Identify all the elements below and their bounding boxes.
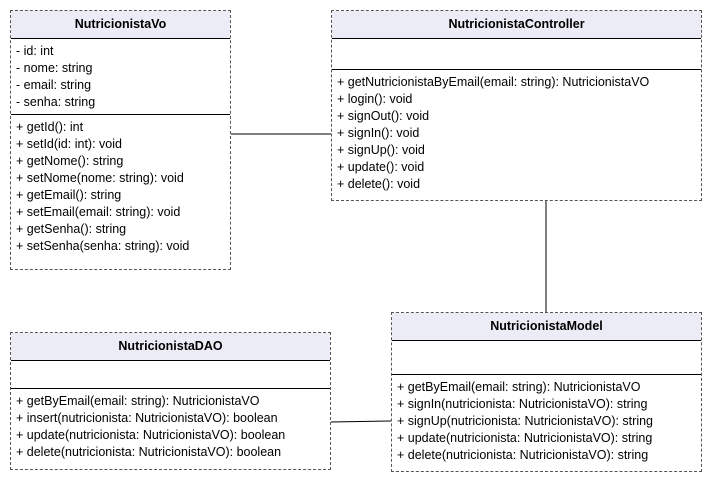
method-list: + getNutricionistaByEmail(email: string)…: [332, 70, 701, 196]
class-name: NutricionistaModel: [392, 313, 701, 341]
method-item: + getEmail(): string: [16, 188, 122, 202]
attribute-item: - id: int: [16, 44, 54, 58]
method-list: + getByEmail(email: string): Nutricionis…: [11, 389, 330, 464]
connector-dao-model: [330, 420, 392, 423]
class-nutricionista-dao[interactable]: NutricionistaDAO + getByEmail(email: str…: [10, 332, 331, 470]
method-item: + setSenha(senha: string): void: [16, 239, 190, 253]
attribute-list: [392, 341, 701, 375]
class-nutricionista-controller[interactable]: NutricionistaController + getNutricionis…: [331, 10, 702, 201]
method-item: + update(): void: [337, 160, 425, 174]
method-item: + getByEmail(email: string): Nutricionis…: [16, 394, 260, 408]
method-item: + getNutricionistaByEmail(email: string)…: [337, 75, 650, 89]
method-list: + getId(): int + setId(id: int): void + …: [11, 115, 230, 258]
attribute-list: [332, 39, 701, 70]
class-nutricionista-vo[interactable]: NutricionistaVo - id: int - nome: string…: [10, 10, 231, 270]
class-name: NutricionistaVo: [11, 11, 230, 39]
method-item: + update(nutricionista: NutricionistaVO)…: [16, 428, 286, 442]
attribute-item: - nome: string: [16, 61, 93, 75]
attribute-list: - id: int - nome: string - email: string…: [11, 39, 230, 115]
method-item: + setId(id: int): void: [16, 137, 122, 151]
class-nutricionista-model[interactable]: NutricionistaModel + getByEmail(email: s…: [391, 312, 702, 472]
class-name: NutricionistaDAO: [11, 333, 330, 361]
method-item: + signIn(nutricionista: NutricionistaVO)…: [397, 397, 648, 411]
method-item: + signOut(): void: [337, 109, 430, 123]
method-item: + setNome(nome: string): void: [16, 171, 184, 185]
method-item: + signIn(): void: [337, 126, 420, 140]
method-list: + getByEmail(email: string): Nutricionis…: [392, 375, 701, 467]
attribute-item: - senha: string: [16, 95, 96, 109]
method-item: + update(nutricionista: NutricionistaVO)…: [397, 431, 653, 445]
method-item: + login(): void: [337, 92, 413, 106]
method-item: + signUp(): void: [337, 143, 425, 157]
method-item: + delete(nutricionista: NutricionistaVO)…: [16, 445, 282, 459]
class-name: NutricionistaController: [332, 11, 701, 39]
method-item: + getId(): int: [16, 120, 84, 134]
method-item: + delete(): void: [337, 177, 421, 191]
method-item: + signUp(nutricionista: NutricionistaVO)…: [397, 414, 653, 428]
method-item: + getNome(): string: [16, 154, 124, 168]
method-item: + getByEmail(email: string): Nutricionis…: [397, 380, 641, 394]
method-item: + insert(nutricionista: NutricionistaVO)…: [16, 411, 278, 425]
method-item: + setEmail(email: string): void: [16, 205, 181, 219]
attribute-item: - email: string: [16, 78, 92, 92]
method-item: + delete(nutricionista: NutricionistaVO)…: [397, 448, 649, 462]
attribute-list: [11, 361, 330, 389]
method-item: + getSenha(): string: [16, 222, 127, 236]
